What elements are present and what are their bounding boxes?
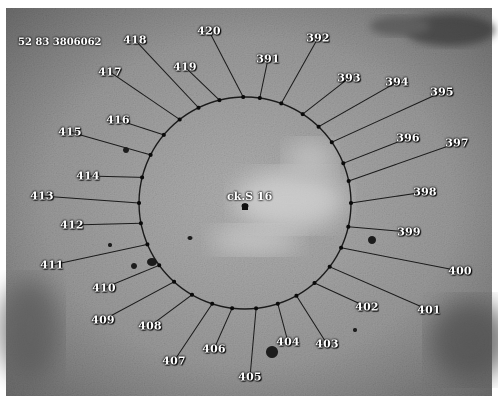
location-marker <box>177 117 182 122</box>
spoke-line <box>318 81 398 128</box>
location-marker <box>275 301 280 306</box>
location-label: 417 <box>98 65 122 79</box>
location-marker <box>138 221 143 226</box>
location-label: 399 <box>397 225 421 239</box>
location-label: 413 <box>30 189 54 203</box>
spoke-line <box>87 175 143 178</box>
image-id-label: 52 83 3806062 <box>18 37 102 48</box>
location-label: 404 <box>276 335 300 349</box>
spoke-line <box>184 66 220 101</box>
location-label: 403 <box>315 337 339 351</box>
location-label: 396 <box>396 131 420 145</box>
dark-spots <box>108 147 376 358</box>
spoke-line <box>277 303 289 343</box>
location-label: 405 <box>238 370 262 384</box>
spoke-line <box>71 222 141 226</box>
location-label: 391 <box>256 52 280 66</box>
location-label: 406 <box>202 342 226 356</box>
location-marker <box>230 306 235 311</box>
location-label: 401 <box>417 303 441 317</box>
spoke-line <box>314 282 368 308</box>
spoke-line <box>295 295 328 345</box>
spoke-line <box>331 91 443 143</box>
location-label: 409 <box>91 313 115 327</box>
location-marker <box>329 140 334 145</box>
location-marker <box>254 306 259 311</box>
location-label: 395 <box>430 85 454 99</box>
location-marker <box>196 105 201 110</box>
location-label: 400 <box>448 264 472 278</box>
spoke-line <box>103 264 160 289</box>
location-spokes <box>41 30 461 378</box>
center-marker <box>242 204 248 210</box>
spoke-line <box>350 191 426 204</box>
spoke-line <box>149 294 193 327</box>
spoke-line <box>343 137 409 164</box>
location-marker <box>137 201 141 205</box>
location-label: 412 <box>60 218 84 232</box>
spoke-line <box>41 195 140 204</box>
spoke-line <box>302 77 350 115</box>
spoke-line <box>69 131 151 156</box>
location-marker <box>145 242 150 247</box>
location-marker <box>190 292 194 297</box>
location-marker <box>172 279 177 284</box>
location-label: 420 <box>197 24 221 38</box>
location-label: 394 <box>385 75 409 89</box>
location-label: 411 <box>40 258 64 272</box>
location-label: 410 <box>92 281 116 295</box>
spoke-line <box>173 303 213 362</box>
location-marker <box>161 132 166 137</box>
location-marker <box>140 175 145 180</box>
location-marker <box>341 161 346 166</box>
spoke-line <box>102 281 175 321</box>
spoke-line <box>348 226 410 233</box>
spoke-line <box>249 308 257 378</box>
location-marker <box>312 281 317 285</box>
center-label: ck.S 16 <box>227 190 273 203</box>
location-marker <box>346 179 351 183</box>
location-label: 402 <box>355 300 379 314</box>
spoke-line <box>341 247 461 272</box>
spoke-line <box>280 37 319 104</box>
spoke-line <box>117 119 164 136</box>
location-marker <box>210 301 215 306</box>
location-marker <box>148 152 153 157</box>
location-label: 393 <box>337 71 361 85</box>
location-label: 407 <box>162 354 186 368</box>
location-marker <box>300 112 305 117</box>
location-markers <box>137 95 353 311</box>
spoke-line <box>259 58 269 99</box>
location-marker <box>327 264 332 269</box>
location-label: 398 <box>413 185 437 199</box>
spoke-line <box>208 30 244 98</box>
location-label: 397 <box>445 136 469 150</box>
location-marker <box>339 245 344 250</box>
location-marker <box>346 224 351 229</box>
location-marker <box>257 96 262 100</box>
location-marker <box>316 124 321 129</box>
location-label: 419 <box>173 60 197 74</box>
spoke-line <box>51 243 148 266</box>
location-label: 408 <box>138 319 162 333</box>
spoke-line <box>134 39 199 109</box>
spoke-line <box>109 71 180 120</box>
surface-texture <box>0 14 498 380</box>
location-marker <box>157 263 162 268</box>
location-marker <box>349 201 353 205</box>
spoke-line <box>213 307 233 350</box>
location-label: 415 <box>58 125 82 139</box>
location-label: 416 <box>106 113 130 127</box>
location-marker <box>279 101 284 106</box>
location-marker <box>217 98 222 103</box>
location-marker <box>294 293 299 298</box>
location-label: 418 <box>123 33 147 47</box>
spoke-line <box>329 266 430 311</box>
location-label: 414 <box>76 169 100 183</box>
location-marker <box>241 95 246 99</box>
location-label: 392 <box>306 31 330 45</box>
spoke-line <box>348 142 458 182</box>
